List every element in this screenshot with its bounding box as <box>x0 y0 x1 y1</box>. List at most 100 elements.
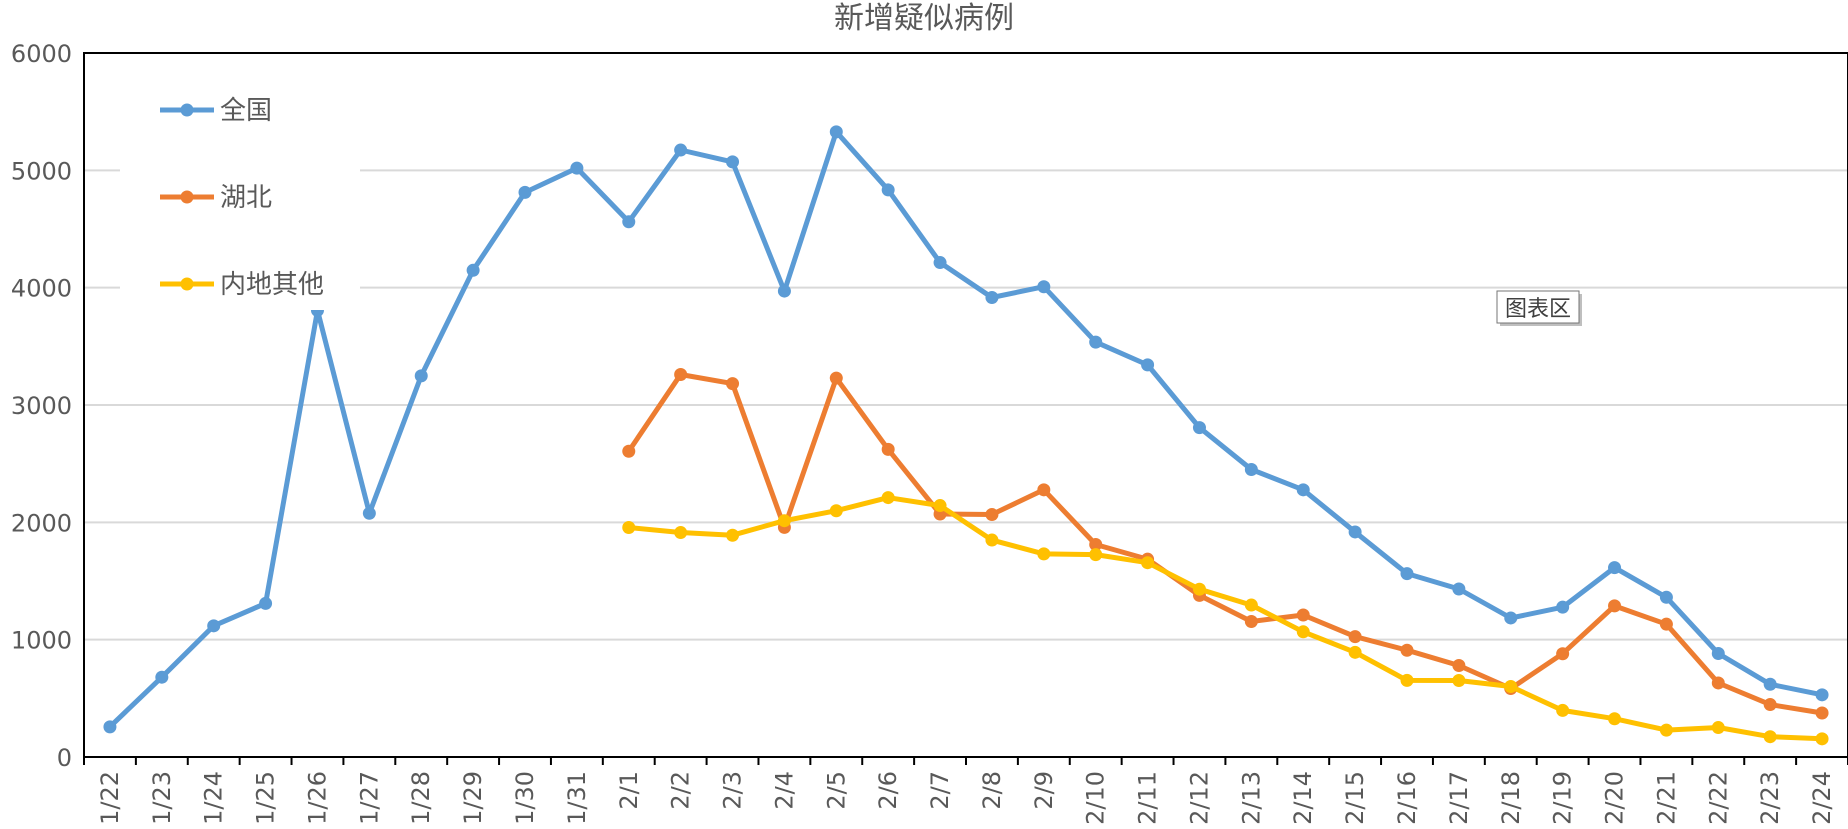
series-line[interactable] <box>626 372 1825 716</box>
y-tick-label: 2000 <box>11 509 72 537</box>
x-tick-label: 2/12 <box>1185 771 1213 825</box>
x-tick-label: 2/4 <box>770 771 798 810</box>
data-point[interactable] <box>933 499 947 513</box>
data-point[interactable] <box>674 143 688 157</box>
x-tick-label: 2/10 <box>1082 771 1110 825</box>
data-point[interactable] <box>674 367 688 381</box>
data-point[interactable] <box>1296 625 1310 639</box>
data-point[interactable] <box>518 185 532 199</box>
data-point[interactable] <box>985 507 999 521</box>
data-point[interactable] <box>466 263 480 277</box>
series-line[interactable] <box>107 129 1825 730</box>
data-point[interactable] <box>622 215 636 229</box>
data-point[interactable] <box>829 504 843 518</box>
data-point[interactable] <box>1608 599 1622 613</box>
data-point[interactable] <box>1141 556 1155 570</box>
data-point[interactable] <box>1037 280 1051 294</box>
data-point[interactable] <box>1711 676 1725 690</box>
data-point[interactable] <box>1296 608 1310 622</box>
data-point[interactable] <box>1037 547 1051 561</box>
data-point[interactable] <box>103 720 117 734</box>
data-point[interactable] <box>414 369 428 383</box>
data-point[interactable] <box>1452 582 1466 596</box>
data-point[interactable] <box>1815 706 1829 720</box>
data-point[interactable] <box>1659 617 1673 631</box>
data-point[interactable] <box>1556 703 1570 717</box>
data-point[interactable] <box>1504 679 1518 693</box>
data-point[interactable] <box>155 670 169 684</box>
data-point[interactable] <box>726 155 740 169</box>
data-point[interactable] <box>1089 548 1103 562</box>
x-tick-label: 2/7 <box>926 771 954 810</box>
data-point[interactable] <box>1659 590 1673 604</box>
data-point[interactable] <box>1452 658 1466 672</box>
data-point[interactable] <box>881 442 895 456</box>
data-point[interactable] <box>362 506 376 520</box>
data-point[interactable] <box>1556 647 1570 661</box>
x-tick-label: 2/19 <box>1549 771 1577 825</box>
data-point[interactable] <box>881 491 895 505</box>
x-tick-label: 2/5 <box>822 771 850 810</box>
data-point[interactable] <box>777 284 791 298</box>
data-point[interactable] <box>881 183 895 197</box>
data-point[interactable] <box>933 256 947 270</box>
data-point[interactable] <box>1244 463 1258 477</box>
data-point[interactable] <box>1192 421 1206 435</box>
data-point[interactable] <box>1089 335 1103 349</box>
x-tick-label: 1/22 <box>96 771 124 825</box>
data-point[interactable] <box>1763 698 1777 712</box>
data-point[interactable] <box>985 291 999 305</box>
data-point[interactable] <box>1400 673 1414 687</box>
data-point[interactable] <box>1192 582 1206 596</box>
data-point[interactable] <box>1763 677 1777 691</box>
x-tick-label: 2/1 <box>615 771 643 810</box>
data-point[interactable] <box>1296 483 1310 497</box>
data-point[interactable] <box>1452 673 1466 687</box>
x-tick-label: 2/6 <box>874 771 902 810</box>
data-point[interactable] <box>1400 567 1414 581</box>
data-point[interactable] <box>1504 611 1518 625</box>
data-point[interactable] <box>777 514 791 528</box>
data-point[interactable] <box>1711 647 1725 661</box>
y-tick-label: 6000 <box>11 40 72 68</box>
data-point[interactable] <box>1608 561 1622 575</box>
data-point[interactable] <box>1608 712 1622 726</box>
data-point[interactable] <box>1089 538 1103 552</box>
data-point[interactable] <box>1348 525 1362 539</box>
series-line[interactable] <box>626 495 1825 742</box>
data-point[interactable] <box>1815 732 1829 746</box>
data-point[interactable] <box>1400 643 1414 657</box>
data-point[interactable] <box>829 371 843 385</box>
y-tick-label: 3000 <box>11 392 72 420</box>
x-tick-label: 1/25 <box>252 771 280 825</box>
data-point[interactable] <box>674 526 688 540</box>
legend-item[interactable]: 湖北 <box>160 183 272 213</box>
data-point[interactable] <box>1556 600 1570 614</box>
data-point[interactable] <box>1141 358 1155 372</box>
x-tick-label: 2/18 <box>1497 771 1525 825</box>
data-point[interactable] <box>1815 688 1829 702</box>
data-point[interactable] <box>985 533 999 547</box>
legend-item[interactable]: 全国 <box>160 96 272 126</box>
data-point[interactable] <box>259 596 273 610</box>
data-point[interactable] <box>1659 723 1673 737</box>
data-point[interactable] <box>829 125 843 139</box>
data-point[interactable] <box>207 619 221 633</box>
data-point[interactable] <box>1348 645 1362 659</box>
data-point[interactable] <box>570 161 584 175</box>
data-point[interactable] <box>1244 614 1258 628</box>
data-point[interactable] <box>622 520 636 534</box>
data-point[interactable] <box>1037 483 1051 497</box>
x-tick-label: 2/8 <box>978 771 1006 810</box>
data-point[interactable] <box>622 444 636 458</box>
data-point[interactable] <box>1244 598 1258 612</box>
legend-marker <box>180 103 194 117</box>
data-point[interactable] <box>1711 721 1725 735</box>
series-group <box>103 125 1829 746</box>
data-point[interactable] <box>726 528 740 542</box>
data-point[interactable] <box>1763 730 1777 744</box>
data-point[interactable] <box>1348 630 1362 644</box>
data-point[interactable] <box>726 377 740 391</box>
legend-item[interactable]: 内地其他 <box>160 270 324 300</box>
